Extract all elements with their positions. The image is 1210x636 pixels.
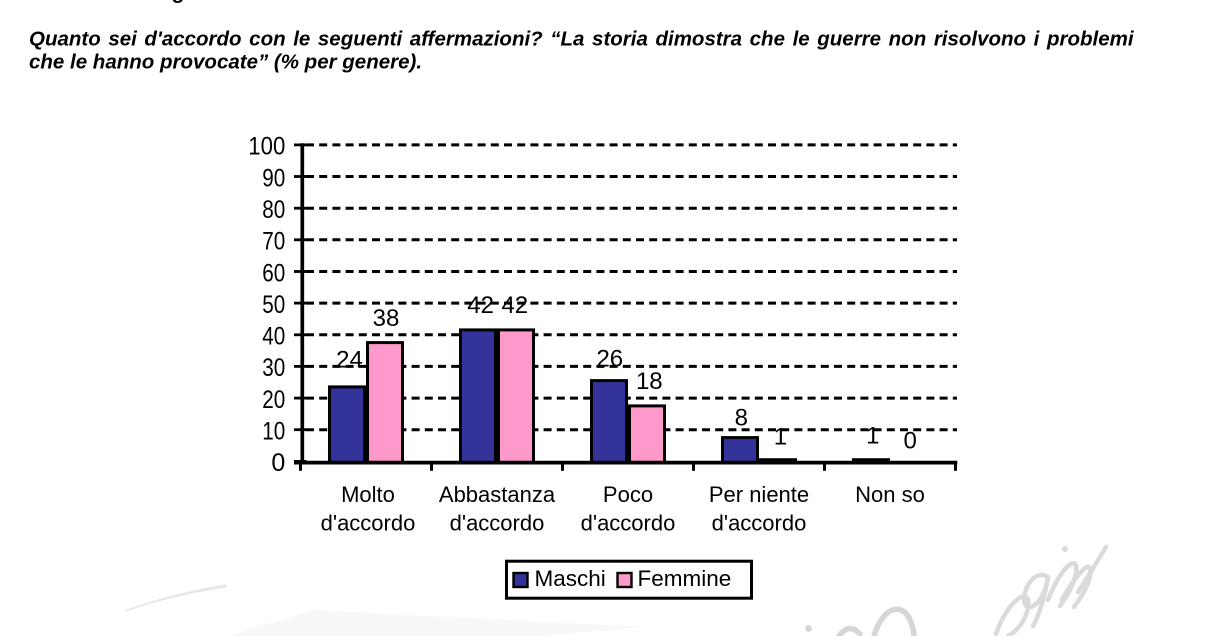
- svg-text:100: 100: [248, 133, 285, 161]
- svg-text:42: 42: [501, 292, 528, 319]
- svg-text:d'accordo: d'accordo: [712, 510, 807, 535]
- svg-text:d'accordo: d'accordo: [321, 510, 416, 535]
- svg-text:0: 0: [904, 427, 917, 454]
- svg-text:d'accordo: d'accordo: [450, 510, 545, 535]
- svg-text:Maschi: Maschi: [535, 566, 606, 591]
- svg-text:d'accordo: d'accordo: [581, 510, 676, 535]
- svg-text:Per niente: Per niente: [709, 482, 809, 507]
- svg-text:90: 90: [262, 164, 285, 192]
- svg-text:70: 70: [262, 228, 285, 256]
- svg-text:18: 18: [636, 368, 663, 395]
- svg-text:Femmine: Femmine: [638, 566, 732, 591]
- svg-text:38: 38: [373, 305, 400, 332]
- svg-text:1: 1: [774, 424, 787, 451]
- svg-text:20: 20: [262, 386, 285, 414]
- svg-text:60: 60: [262, 259, 285, 287]
- svg-text:24: 24: [336, 347, 363, 374]
- svg-text:che le hanno provocate” (% per: che le hanno provocate” (% per genere).: [29, 51, 422, 74]
- svg-text:g: g: [172, 0, 185, 4]
- svg-text:Poco: Poco: [603, 482, 653, 507]
- svg-text:42: 42: [467, 292, 494, 319]
- svg-text:40: 40: [262, 323, 285, 351]
- svg-text:Molto: Molto: [341, 482, 395, 507]
- svg-text:26: 26: [596, 345, 623, 372]
- svg-text:0: 0: [271, 449, 285, 477]
- svg-text:Non so: Non so: [855, 482, 925, 507]
- svg-text:1: 1: [866, 423, 879, 450]
- svg-text:10: 10: [262, 418, 285, 446]
- svg-text:Quanto sei d'accordo con le se: Quanto sei d'accordo con le seguenti aff…: [29, 28, 1135, 51]
- svg-text:8: 8: [735, 405, 748, 432]
- svg-text:50: 50: [262, 291, 285, 319]
- svg-text:30: 30: [262, 354, 285, 382]
- svg-text:80: 80: [262, 196, 285, 224]
- svg-text:Abbastanza: Abbastanza: [439, 482, 556, 507]
